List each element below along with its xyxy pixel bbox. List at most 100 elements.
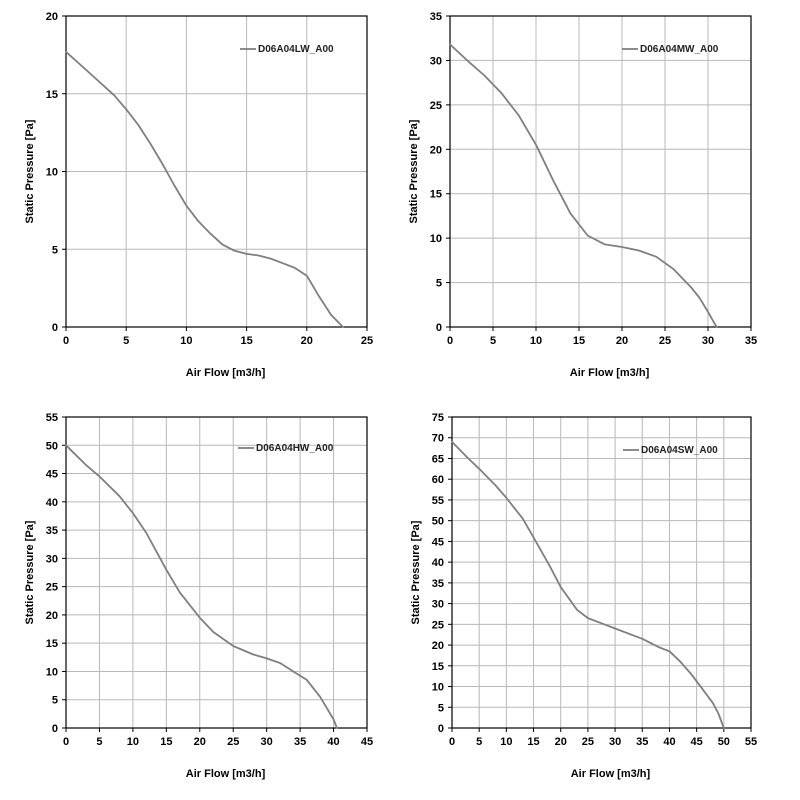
x-tick-label: 25: [361, 335, 373, 347]
y-axis-title: Static Pressure [Pa]: [408, 119, 420, 223]
y-tick-label: 20: [432, 640, 444, 652]
axis-frame: [65, 416, 368, 729]
series-line: [449, 43, 718, 328]
plot-area: [66, 417, 367, 728]
x-tick-label: 0: [63, 736, 69, 748]
y-tick-label: 20: [46, 11, 58, 23]
x-tick-label: 10: [127, 736, 139, 748]
legend: D06A04MW_A00: [622, 44, 719, 55]
y-tick-label: 50: [432, 516, 444, 528]
chart-panel-1: 0 5 10 15 20 25 0 5 10 15 20 Air Flow [m3/h] Static …: [24, 11, 373, 379]
x-tick-label: 15: [527, 736, 539, 748]
y-tick-label: 25: [430, 100, 442, 112]
y-tick-label: 5: [52, 244, 58, 256]
legend-label: D06A04LW_A00: [258, 44, 334, 55]
y-tick-label: 15: [432, 661, 444, 673]
x-tick-label: 55: [745, 736, 757, 748]
y-tick-label: 0: [436, 322, 442, 334]
x-axis-title: Air Flow [m3/h]: [571, 768, 651, 780]
x-tick-label: 5: [476, 736, 482, 748]
y-tick-label: 0: [52, 322, 58, 334]
y-tick-label: 55: [46, 412, 58, 424]
x-tick-label: 20: [616, 335, 628, 347]
y-tick-label: 30: [430, 55, 442, 67]
x-axis-title: Air Flow [m3/h]: [186, 768, 266, 780]
x-tick-label: 5: [123, 335, 129, 347]
legend-label: D06A04MW_A00: [640, 44, 719, 55]
y-tick-label: 20: [46, 610, 58, 622]
x-tick-label: 25: [659, 335, 671, 347]
x-tick-label: 15: [160, 736, 172, 748]
legend: D06A04LW_A00: [240, 44, 334, 55]
x-tick-label: 20: [194, 736, 206, 748]
x-tick-label: 15: [573, 335, 585, 347]
x-tick-label: 15: [240, 335, 252, 347]
y-axis-title: Static Pressure [Pa]: [24, 119, 36, 223]
y-tick-label: 10: [432, 682, 444, 694]
y-tick-label: 75: [432, 412, 444, 424]
x-tick-label: 0: [449, 736, 455, 748]
y-tick-label: 10: [46, 167, 58, 179]
legend-label: D06A04SW_A00: [641, 445, 718, 456]
x-tick-label: 20: [301, 335, 313, 347]
y-tick-label: 70: [432, 433, 444, 445]
y-tick-label: 30: [46, 553, 58, 565]
x-tick-label: 10: [500, 736, 512, 748]
y-tick-label: 35: [432, 578, 444, 590]
x-tick-label: 30: [609, 736, 621, 748]
y-tick-label: 35: [430, 11, 442, 23]
x-axis-title: Air Flow [m3/h]: [570, 367, 650, 379]
y-tick-label: 15: [46, 89, 58, 101]
y-tick-label: 15: [46, 638, 58, 650]
x-tick-label: 25: [582, 736, 594, 748]
y-tick-label: 45: [46, 469, 58, 481]
x-tick-label: 0: [63, 335, 69, 347]
x-tick-label: 50: [718, 736, 730, 748]
x-tick-label: 10: [530, 335, 542, 347]
axis-frame: [449, 15, 752, 328]
series-line: [65, 50, 344, 328]
axis-frame: [451, 416, 752, 729]
legend-label: D06A04HW_A00: [256, 443, 334, 454]
x-tick-label: 45: [361, 736, 373, 748]
y-tick-label: 5: [436, 278, 442, 290]
plot-area: [452, 417, 751, 728]
chart-panel-2: 0 5 10 15 20 25 30 35 0 5 10 15 20 25 30 35 Air Flow [m3…: [408, 11, 757, 379]
y-tick-label: 5: [438, 702, 444, 714]
x-tick-label: 40: [663, 736, 675, 748]
y-axis-title: Static Pressure [Pa]: [410, 520, 422, 624]
chart-panel-4: 0 5 10 15 20 25 30 35 40 45 50 55 0 5 10 15 20 25 30 35 40 45…: [410, 412, 757, 780]
y-tick-label: 50: [46, 440, 58, 452]
y-tick-label: 35: [46, 525, 58, 537]
x-tick-label: 5: [96, 736, 102, 748]
legend: D06A04HW_A00: [238, 443, 334, 454]
y-tick-label: 55: [432, 495, 444, 507]
y-tick-label: 0: [438, 723, 444, 735]
y-tick-label: 10: [430, 233, 442, 245]
x-tick-label: 35: [294, 736, 306, 748]
y-tick-label: 25: [46, 582, 58, 594]
y-tick-label: 10: [46, 666, 58, 678]
series-line: [451, 440, 725, 729]
x-tick-label: 30: [261, 736, 273, 748]
x-tick-label: 10: [180, 335, 192, 347]
x-tick-label: 35: [745, 335, 757, 347]
y-tick-label: 5: [52, 695, 58, 707]
legend: D06A04SW_A00: [623, 445, 718, 456]
x-tick-label: 20: [555, 736, 567, 748]
plot-area: [450, 16, 751, 327]
y-tick-label: 25: [432, 619, 444, 631]
y-tick-label: 40: [46, 497, 58, 509]
y-tick-label: 65: [432, 453, 444, 465]
x-tick-label: 5: [490, 335, 496, 347]
series-line: [65, 444, 338, 729]
x-axis-title: Air Flow [m3/h]: [186, 367, 266, 379]
y-tick-label: 40: [432, 557, 444, 569]
y-tick-label: 20: [430, 144, 442, 156]
x-tick-label: 45: [691, 736, 703, 748]
y-tick-label: 0: [52, 723, 58, 735]
y-tick-label: 30: [432, 599, 444, 611]
y-tick-label: 60: [432, 474, 444, 486]
